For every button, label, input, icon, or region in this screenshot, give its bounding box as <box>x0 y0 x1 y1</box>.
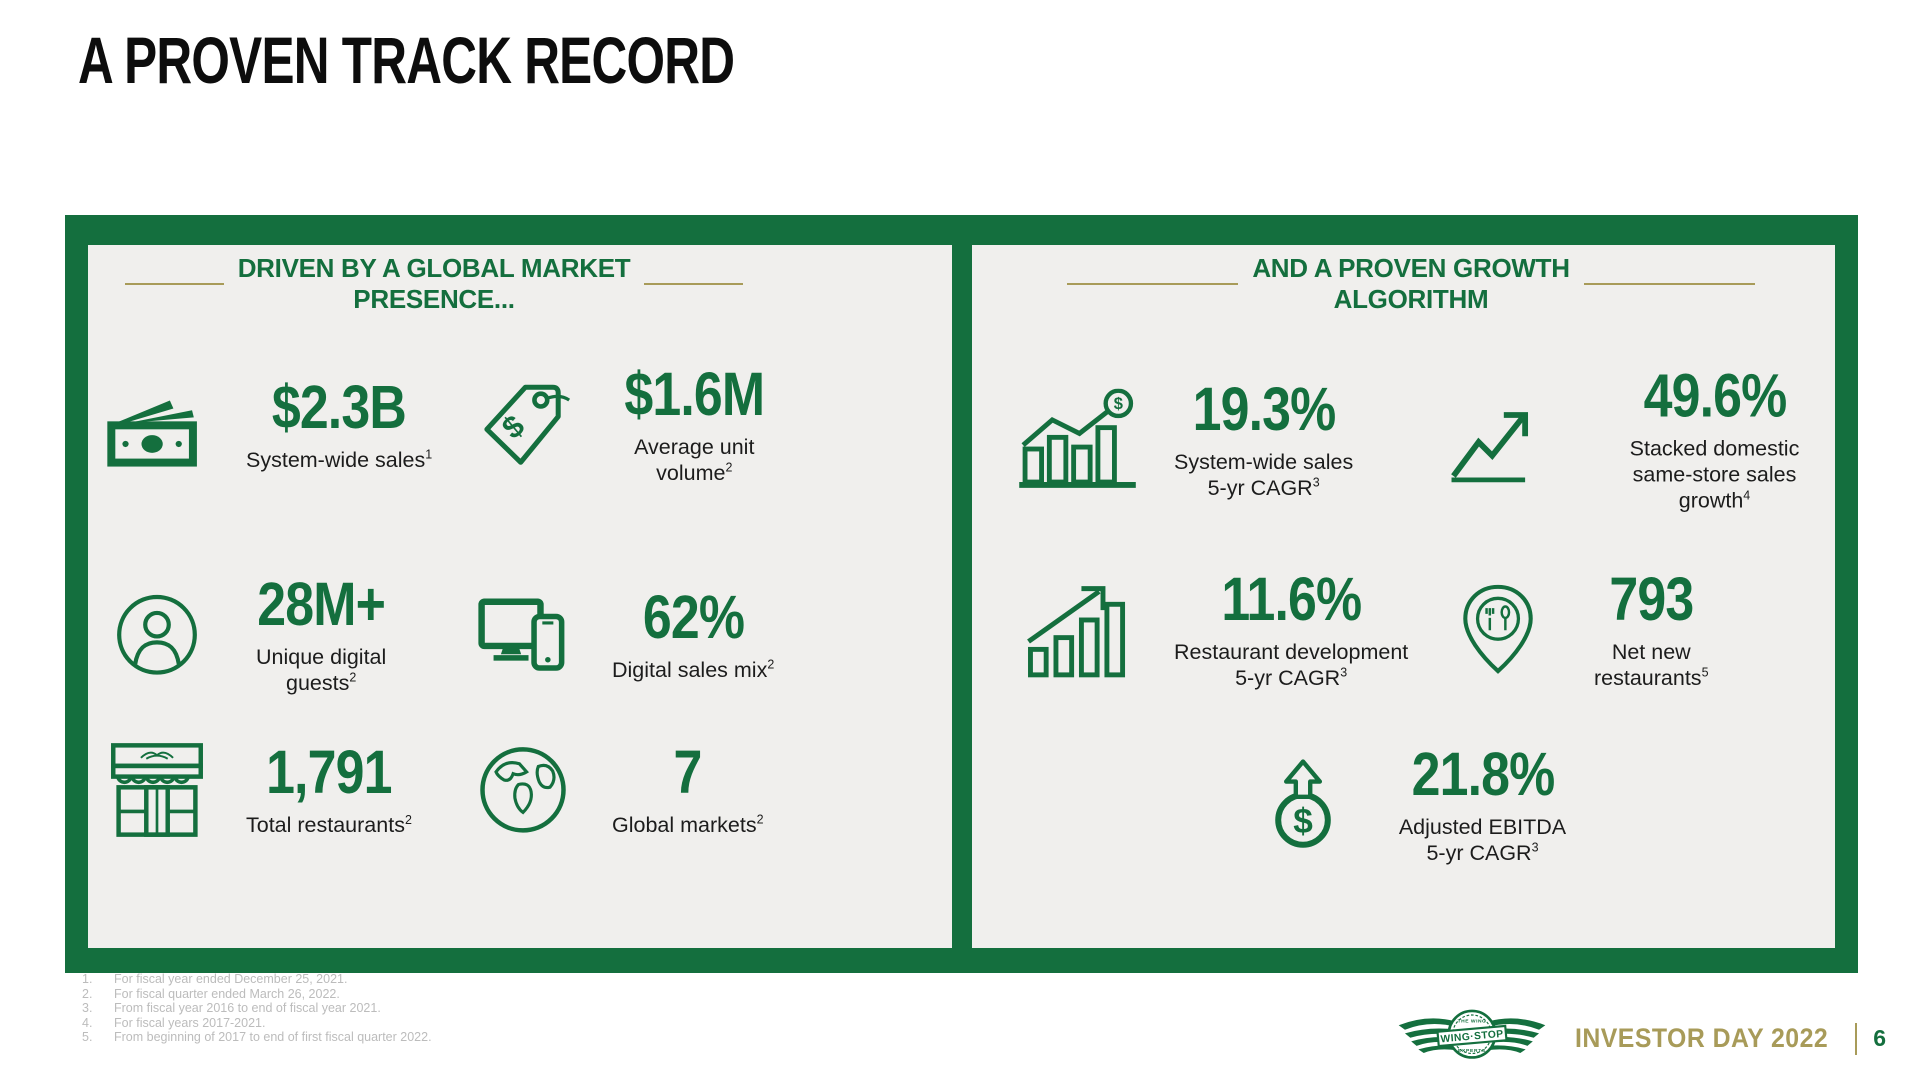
stat-label: System-wide sales1 <box>246 447 433 472</box>
stat-value: 7 <box>673 737 703 806</box>
stat-system-wide-sales: $2.3B System-wide sales1 <box>102 372 433 473</box>
stat-value: 11.6% <box>1221 564 1362 633</box>
logo-bottom-text: EXPERTS <box>1458 1048 1486 1054</box>
footer: THE WING WING·STOP EXPERTS INVESTOR DAY … <box>1396 1007 1892 1070</box>
left-panel-heading-text: DRIVEN BY A GLOBAL MARKET PRESENCE... <box>237 253 631 315</box>
footnote-1: 1. For fiscal year ended December 25, 202… <box>82 972 348 986</box>
stat-label: Average unit volume2 <box>634 434 755 485</box>
stat-average-unit-volume: $ $1.6M Average unit volume2 <box>468 359 777 486</box>
page-title: A PROVEN TRACK RECORD <box>78 23 735 97</box>
left-stat-row-2: 28M+ Unique digital guests2 <box>88 555 952 715</box>
devices-icon <box>468 595 578 675</box>
gold-divider-line <box>1067 282 1239 286</box>
stat-total-restaurants: 1,791 Total restaurants2 <box>102 739 412 841</box>
logo-top-text: THE WING <box>1458 1019 1487 1025</box>
dollar-arrow-icon: $ <box>1241 756 1365 854</box>
user-circle-icon <box>102 593 212 677</box>
wingstop-logo: THE WING WING·STOP EXPERTS <box>1396 1007 1548 1070</box>
stat-label: Total restaurants2 <box>246 812 412 837</box>
cash-icon <box>102 381 212 469</box>
svg-text:$: $ <box>1114 395 1123 413</box>
left-stat-row-1: $2.3B System-wide sales1 $ $1 <box>88 345 952 505</box>
stat-label: Adjusted EBITDA 5-yr CAGR3 <box>1398 814 1567 865</box>
right-panel-heading-text: AND A PROVEN GROWTH ALGORITHM <box>1252 253 1570 315</box>
left-stat-row-3: 1,791 Total restaurants2 7 <box>88 710 952 870</box>
right-stat-row-3: $ 21.8% Adjusted EBITDA 5-yr CAGR3 <box>972 725 1835 885</box>
pin-food-icon <box>1436 583 1560 677</box>
footnotes: 1. For fiscal year ended December 25, 202… <box>82 972 432 1045</box>
gold-divider-line <box>644 282 744 286</box>
stat-value: 19.3% <box>1192 374 1336 443</box>
right-panel-heading: AND A PROVEN GROWTH ALGORITHM <box>1067 253 1755 315</box>
stat-adjusted-ebitda-cagr: $ 21.8% Adjusted EBITDA 5-yr CAGR3 <box>1241 739 1567 866</box>
stat-unique-digital-guests: 28M+ Unique digital guests2 <box>102 569 396 696</box>
trend-arrow-icon <box>1436 394 1560 486</box>
stat-label: Global markets2 <box>612 812 764 837</box>
stat-label: Net new restaurants5 <box>1594 639 1709 690</box>
right-stat-row-1: $ 19.3% System-wide sales 5-yr CAGR3 <box>972 360 1835 520</box>
footnote-3: 3. From fiscal year 2016 to end of fiscal… <box>82 1001 381 1016</box>
globe-icon <box>468 745 578 835</box>
stat-net-new-restaurants: 793 Net new restaurants5 <box>1436 564 1709 691</box>
stat-label: Restaurant development 5-yr CAGR3 <box>1174 639 1409 690</box>
stat-value: 49.6% <box>1643 361 1787 430</box>
stat-system-wide-sales-cagr: $ 19.3% System-wide sales 5-yr CAGR3 <box>1016 374 1354 501</box>
gold-divider-line <box>1583 282 1755 286</box>
stat-digital-sales-mix: 62% Digital sales mix2 <box>468 582 775 683</box>
stat-value: 62% <box>642 582 745 651</box>
storefront-icon <box>102 739 212 841</box>
stat-stacked-same-store-sales: 49.6% Stacked domestic same-store sales … <box>1436 361 1835 515</box>
stat-value: $2.3B <box>272 372 407 441</box>
footnote-2: 2. For fiscal quarter ended March 26, 202… <box>82 986 340 1001</box>
stat-value: 1,791 <box>266 737 392 806</box>
logo-banner-text: WING·STOP <box>1440 1029 1504 1045</box>
stat-value: 21.8% <box>1411 739 1555 808</box>
stat-label: Stacked domestic same-store sales growth… <box>1629 436 1800 514</box>
gold-divider-line <box>125 282 224 286</box>
svg-text:$: $ <box>1293 802 1313 841</box>
right-stat-row-2: 11.6% Restaurant development 5-yr CAGR3 <box>972 550 1835 710</box>
stat-label: Digital sales mix2 <box>612 657 775 682</box>
stats-frame: DRIVEN BY A GLOBAL MARKET PRESENCE... <box>65 215 1858 973</box>
stat-value: $1.6M <box>624 359 765 428</box>
stat-restaurant-development-cagr: 11.6% Restaurant development 5-yr CAGR3 <box>1016 564 1409 691</box>
page-number: 6 <box>1873 1025 1886 1051</box>
stat-value: 28M+ <box>257 569 386 638</box>
left-panel-heading: DRIVEN BY A GLOBAL MARKET PRESENCE... <box>125 253 744 315</box>
investor-day-label: INVESTOR DAY 2022 <box>1575 1023 1829 1053</box>
footnote-4: 4. For fiscal years 2017-2021. <box>82 1015 266 1030</box>
stat-global-markets: 7 Global markets2 <box>468 737 764 838</box>
chart-dollar-icon: $ <box>1016 389 1140 491</box>
stat-label: Unique digital guests2 <box>256 644 387 695</box>
global-market-panel: DRIVEN BY A GLOBAL MARKET PRESENCE... <box>88 245 952 948</box>
growth-algorithm-panel: AND A PROVEN GROWTH ALGORITHM <box>972 245 1835 948</box>
footnote-5: 5. From beginning of 2017 to end of first… <box>82 1030 432 1045</box>
chart-arrow-icon <box>1016 581 1140 679</box>
stat-label: System-wide sales 5-yr CAGR3 <box>1174 449 1354 500</box>
price-tag-icon: $ <box>468 377 578 473</box>
stat-value: 793 <box>1609 564 1694 633</box>
page-divider <box>1855 1022 1858 1055</box>
